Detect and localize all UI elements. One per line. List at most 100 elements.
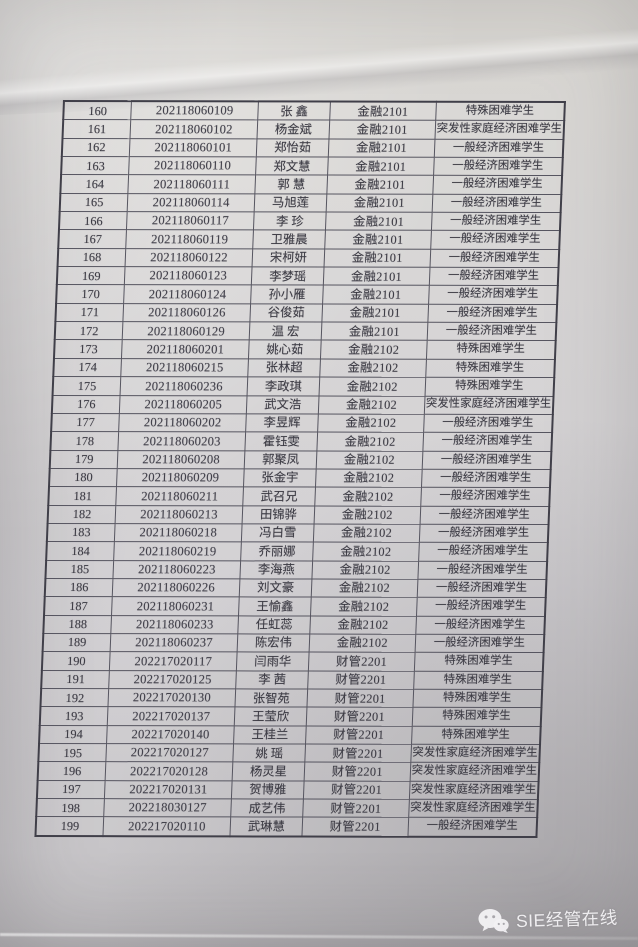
cell-class: 财管2201	[302, 817, 409, 837]
cell-student-id: 202118060110	[128, 156, 257, 176]
cell-class: 财管2201	[307, 689, 414, 708]
cell-class: 金融2102	[309, 615, 417, 635]
table-row: 180 202118060209 张金宇 金融2102 一般经济困难学生	[49, 468, 551, 488]
cell-student-name: 李梦瑶	[251, 267, 325, 286]
cell-student-name: 王莹欣	[234, 707, 308, 726]
cell-student-id: 202118060124	[123, 285, 252, 304]
table-row: 166 202118060117 李 珍 金融2101 一般经济困难学生	[58, 211, 561, 231]
cell-row-number: 160	[63, 101, 132, 120]
cell-row-number: 171	[55, 303, 124, 322]
table-row: 177 202118060202 李昱辉 金融2102 一般经济困难学生	[51, 413, 553, 433]
table-row: 181 202118060211 武召兄 金融2102 一般经济困难学生	[48, 486, 550, 507]
cell-class: 金融2102	[314, 505, 421, 525]
table-row: 198 202218030127 成艺伟 财管2201 突发性家庭经济困难学生	[36, 798, 538, 818]
cell-category: 一般经济困难学生	[427, 304, 558, 323]
cell-row-number: 169	[56, 266, 126, 286]
cell-category: 特殊困难学生	[412, 689, 543, 708]
cell-row-number: 170	[56, 284, 125, 304]
cell-category: 一般经济困难学生	[428, 285, 558, 305]
cell-class: 财管2201	[306, 707, 413, 726]
cell-student-name: 武文浩	[246, 395, 320, 414]
cell-category: 一般经济困难学生	[433, 157, 563, 176]
cell-student-name: 武召兄	[242, 487, 316, 506]
cell-class: 金融2102	[312, 560, 419, 580]
cell-row-number: 162	[61, 138, 131, 157]
cell-row-number: 173	[53, 339, 123, 359]
cell-class: 金融2101	[321, 303, 429, 323]
cell-category: 一般经济困难学生	[417, 560, 548, 580]
table-row: 163 202118060110 郑文慧 金融2101 一般经济困难学生	[61, 156, 563, 176]
table-row: 194 202217020140 王桂兰 财管2201 特殊困难学生	[39, 725, 541, 745]
cell-student-name: 姚 瑶	[232, 743, 306, 763]
cell-row-number: 198	[36, 798, 105, 818]
cell-class: 金融2102	[315, 468, 422, 488]
cell-category: 一般经济困难学生	[421, 469, 551, 488]
cell-student-id: 202217020128	[105, 762, 233, 781]
cell-student-name: 马旭莲	[254, 193, 327, 213]
cell-category: 一般经济困难学生	[416, 597, 546, 617]
cell-class: 财管2201	[303, 780, 410, 800]
cell-row-number: 172	[54, 321, 124, 341]
cell-row-number: 179	[49, 450, 119, 469]
cell-student-name: 郭聚凤	[244, 450, 317, 469]
cell-student-id: 202118060114	[127, 193, 255, 212]
cell-student-name: 成艺伟	[230, 798, 304, 818]
table-row: 196 202217020128 杨灵星 财管2201 突发性家庭经济困难学生	[37, 761, 540, 782]
cell-student-name: 郑文慧	[255, 156, 329, 176]
table-row: 179 202118060208 郭聚凤 金融2102 一般经济困难学生	[49, 450, 552, 470]
cell-class: 金融2101	[322, 285, 429, 305]
cell-student-id: 202118060213	[115, 505, 243, 524]
cell-row-number: 190	[41, 651, 111, 671]
table-row: 170 202118060124 孙小雁 金融2101 一般经济困难学生	[56, 284, 558, 305]
cell-class: 财管2201	[307, 670, 415, 690]
cell-row-number: 189	[42, 633, 112, 652]
cell-student-id: 202118060215	[121, 358, 249, 378]
cell-class: 金融2101	[326, 193, 433, 213]
table-row: 182 202118060213 田锦骅 金融2102 一般经济困难学生	[47, 505, 550, 525]
table-row: 175 202118060236 李政琪 金融2102 特殊困难学生	[52, 376, 555, 397]
cell-student-id: 202217020125	[108, 670, 237, 689]
cell-row-number: 183	[46, 523, 116, 542]
cell-student-id: 202118060233	[111, 615, 239, 634]
cell-category: 突发性家庭经济困难学生	[410, 744, 541, 763]
cell-student-name: 霍钰雯	[244, 432, 318, 451]
cell-student-name: 贺博雅	[231, 780, 305, 800]
cell-category: 一般经济困难学生	[430, 230, 560, 250]
cell-row-number: 163	[61, 156, 130, 176]
cell-category: 特殊困难学生	[414, 652, 544, 672]
cell-category: 特殊困难学生	[424, 377, 555, 397]
cell-row-number: 180	[49, 468, 118, 487]
cell-student-id: 202118060211	[116, 486, 244, 506]
cell-student-name: 李政琪	[247, 377, 320, 396]
cell-row-number: 199	[35, 816, 104, 836]
cell-category: 一般经济困难学生	[419, 524, 549, 543]
cell-student-id: 202118060237	[110, 633, 238, 653]
cell-student-id: 202118060101	[129, 138, 257, 157]
cell-student-id: 202118060123	[124, 266, 252, 286]
cell-class: 金融2101	[324, 248, 431, 268]
cell-row-number: 192	[40, 688, 109, 707]
cell-student-id: 202218030127	[103, 798, 232, 818]
student-roster-table-wrap: 160 202118060109 张 鑫 金融2101 特殊困难学生 161 2…	[34, 100, 566, 838]
cell-student-id: 202118060126	[123, 303, 251, 323]
table-row: 173 202118060201 姚心茹 金融2102 特殊困难学生	[53, 339, 556, 360]
cell-row-number: 191	[41, 670, 110, 689]
cell-class: 金融2101	[327, 157, 434, 176]
table-row: 168 202118060122 宋柯妍 金融2101 一般经济困难学生	[57, 248, 560, 268]
cell-row-number: 174	[53, 358, 122, 377]
table-row: 160 202118060109 张 鑫 金融2101 特殊困难学生	[63, 101, 565, 121]
cell-student-name: 李 珍	[253, 211, 327, 231]
cell-category: 一般经济困难学生	[423, 414, 553, 433]
table-row: 162 202118060101 郑怡茹 金融2101 一般经济困难学生	[61, 138, 564, 158]
table-row: 186 202118060226 刘文豪 金融2102 一般经济困难学生	[44, 578, 547, 598]
cell-category: 一般经济困难学生	[432, 175, 563, 195]
cell-student-name: 郑怡茹	[256, 138, 330, 158]
cell-category: 突发性家庭经济困难学生	[434, 120, 565, 140]
cell-student-name: 张智苑	[234, 688, 308, 708]
cell-student-name: 宋柯妍	[251, 248, 325, 268]
cell-student-name: 刘文豪	[239, 578, 313, 598]
cell-category: 一般经济困难学生	[426, 322, 557, 342]
cell-student-id: 202118060109	[130, 101, 259, 121]
cell-student-id: 202118060119	[125, 230, 254, 249]
cell-class: 金融2101	[323, 267, 430, 286]
